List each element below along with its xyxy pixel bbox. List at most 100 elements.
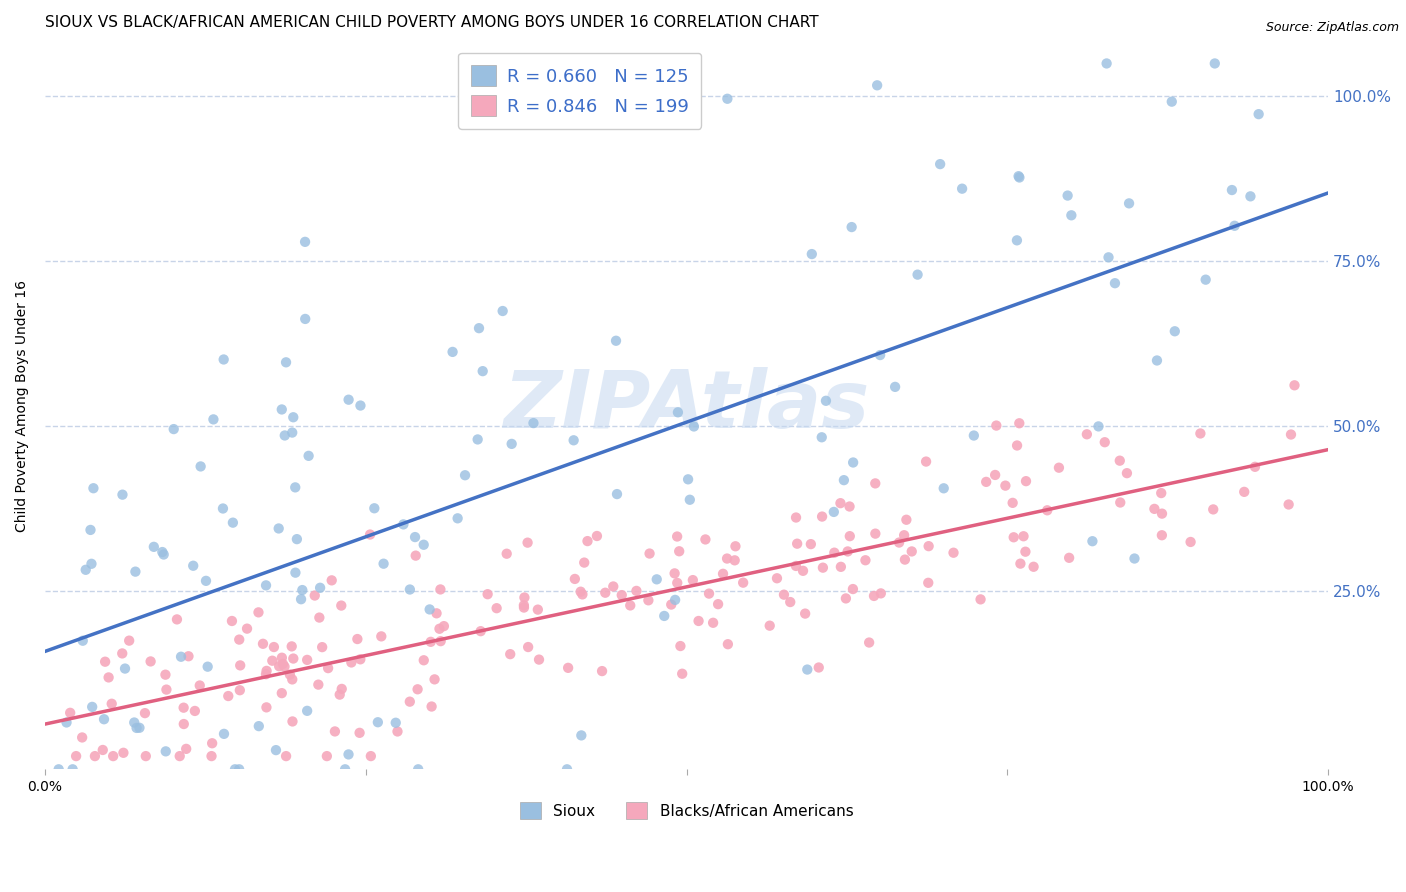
Point: [1150, 507, 1173, 521]
Point: [370, 629, 392, 643]
Point: [170, 649, 193, 664]
Point: [252, 637, 274, 651]
Point: [659, 598, 682, 612]
Point: [707, 597, 730, 611]
Point: [340, 656, 363, 670]
Point: [574, 556, 596, 570]
Point: [527, 602, 550, 616]
Point: [197, 659, 219, 673]
Point: [773, 588, 796, 602]
Point: [346, 632, 368, 646]
Point: [169, 749, 191, 764]
Point: [915, 454, 938, 468]
Point: [591, 664, 613, 678]
Point: [311, 640, 333, 654]
Point: [433, 619, 456, 633]
Point: [1220, 183, 1243, 197]
Point: [406, 762, 429, 776]
Point: [128, 721, 150, 735]
Point: [637, 593, 659, 607]
Point: [1007, 169, 1029, 184]
Text: Source: ZipAtlas.com: Source: ZipAtlas.com: [1265, 21, 1399, 34]
Point: [1146, 353, 1168, 368]
Point: [688, 614, 710, 628]
Point: [142, 540, 165, 554]
Point: [695, 533, 717, 547]
Point: [55, 715, 77, 730]
Point: [405, 549, 427, 563]
Point: [359, 527, 381, 541]
Point: [666, 575, 689, 590]
Point: [201, 736, 224, 750]
Point: [256, 664, 278, 678]
Point: [1010, 557, 1032, 571]
Point: [679, 492, 702, 507]
Point: [830, 559, 852, 574]
Point: [307, 678, 329, 692]
Point: [72, 633, 94, 648]
Point: [1005, 438, 1028, 452]
Point: [485, 601, 508, 615]
Point: [114, 662, 136, 676]
Point: [1008, 170, 1031, 185]
Point: [669, 639, 692, 653]
Point: [1060, 208, 1083, 222]
Point: [1008, 417, 1031, 431]
Point: [652, 609, 675, 624]
Point: [811, 560, 834, 574]
Point: [896, 513, 918, 527]
Point: [79, 523, 101, 537]
Point: [569, 584, 592, 599]
Point: [869, 348, 891, 362]
Point: [1076, 427, 1098, 442]
Point: [93, 712, 115, 726]
Point: [212, 727, 235, 741]
Point: [1002, 530, 1025, 544]
Point: [716, 551, 738, 566]
Point: [254, 667, 277, 681]
Point: [111, 488, 134, 502]
Point: [1005, 233, 1028, 247]
Point: [295, 653, 318, 667]
Legend: Sioux, Blacks/African Americans: Sioux, Blacks/African Americans: [512, 794, 860, 827]
Point: [974, 475, 997, 489]
Point: [349, 652, 371, 666]
Point: [283, 651, 305, 665]
Point: [271, 657, 294, 671]
Point: [399, 582, 422, 597]
Point: [785, 510, 807, 524]
Point: [263, 640, 285, 654]
Point: [221, 614, 243, 628]
Point: [181, 558, 204, 573]
Point: [1284, 378, 1306, 392]
Point: [811, 509, 834, 524]
Point: [281, 714, 304, 729]
Point: [842, 582, 865, 596]
Point: [1164, 324, 1187, 338]
Point: [152, 548, 174, 562]
Point: [894, 552, 917, 566]
Point: [666, 405, 689, 419]
Point: [1123, 551, 1146, 566]
Point: [884, 380, 907, 394]
Point: [429, 582, 451, 597]
Point: [1223, 219, 1246, 233]
Text: SIOUX VS BLACK/AFRICAN AMERICAN CHILD POVERTY AMONG BOYS UNDER 16 CORRELATION CH: SIOUX VS BLACK/AFRICAN AMERICAN CHILD PO…: [45, 15, 818, 30]
Point: [155, 667, 177, 681]
Point: [619, 599, 641, 613]
Point: [865, 526, 887, 541]
Point: [564, 572, 586, 586]
Point: [501, 437, 523, 451]
Point: [477, 587, 499, 601]
Point: [283, 410, 305, 425]
Point: [62, 762, 84, 776]
Point: [513, 599, 536, 613]
Point: [717, 637, 740, 651]
Point: [863, 589, 886, 603]
Point: [111, 647, 134, 661]
Point: [173, 717, 195, 731]
Point: [65, 749, 87, 764]
Point: [419, 635, 441, 649]
Point: [716, 92, 738, 106]
Point: [174, 742, 197, 756]
